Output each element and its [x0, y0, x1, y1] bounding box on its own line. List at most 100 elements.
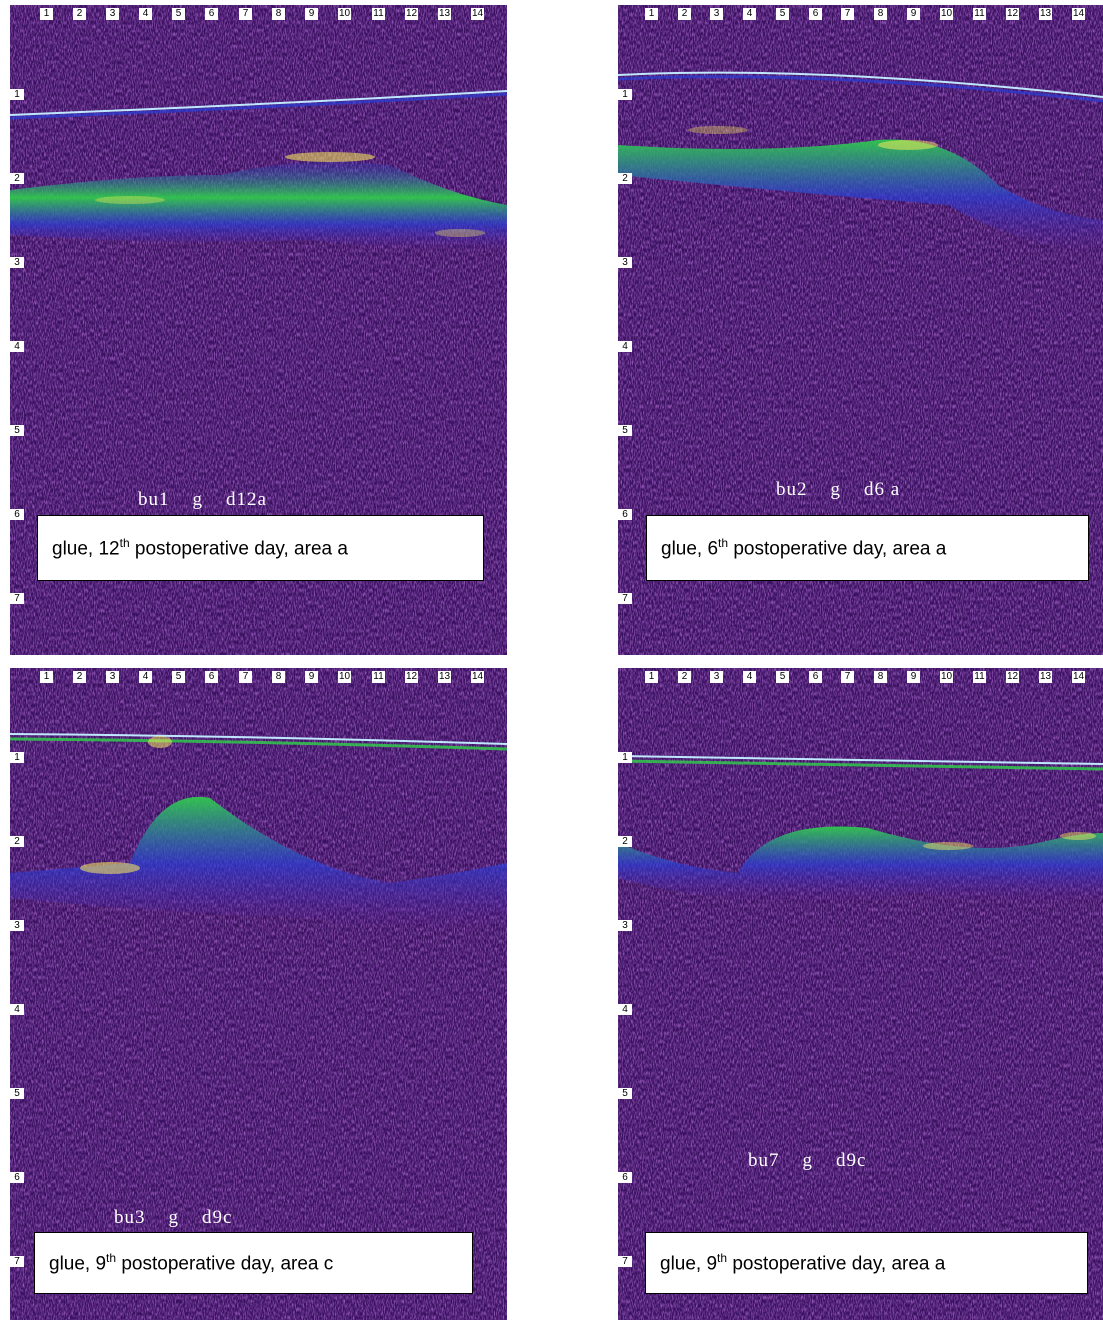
x-scale-tick: 4 [743, 671, 756, 683]
y-scale-tick: 1 [618, 752, 632, 763]
x-scale-tick: 13 [438, 8, 451, 20]
x-scale-tick: 12 [405, 8, 418, 20]
x-scale-tick: 7 [239, 8, 252, 20]
x-scale-tick: 4 [743, 8, 756, 20]
x-scale-tick: 10 [940, 8, 953, 20]
x-scale-tick: 3 [710, 8, 723, 20]
x-scale-tick: 8 [874, 8, 887, 20]
y-scale-tick: 5 [10, 1088, 24, 1099]
y-scale-tick: 3 [10, 257, 24, 268]
y-scale-tick: 6 [618, 1172, 632, 1183]
x-scale-tick: 3 [710, 671, 723, 683]
x-scale-tick: 5 [172, 671, 185, 683]
x-scale-tick: 6 [205, 8, 218, 20]
x-scale-tick: 6 [809, 671, 822, 683]
y-scale-tick: 4 [618, 1004, 632, 1015]
y-scale-tick: 7 [10, 593, 24, 604]
x-scale-tick: 2 [73, 671, 86, 683]
y-scale-tick: 5 [10, 425, 24, 436]
x-scale-tick: 8 [272, 8, 285, 20]
x-scale-tick: 1 [40, 671, 53, 683]
y-scale-tick: 2 [10, 173, 24, 184]
scan-id-label: bu2 g d6 a [776, 479, 901, 500]
y-scale-tick: 3 [10, 920, 24, 931]
x-scale-tick: 3 [106, 8, 119, 20]
x-scale-tick: 9 [305, 671, 318, 683]
x-scale-tick: 11 [973, 8, 986, 20]
x-scale-tick: 11 [372, 8, 385, 20]
oct-image-3 [10, 668, 507, 1320]
caption-text: glue, 12th postoperative day, area a [52, 535, 348, 560]
y-scale-tick: 6 [618, 509, 632, 520]
x-scale-tick: 13 [1039, 671, 1052, 683]
x-scale-tick: 1 [645, 8, 658, 20]
x-scale-tick: 11 [973, 671, 986, 683]
x-scale-tick: 1 [40, 8, 53, 20]
y-scale-tick: 1 [10, 89, 24, 100]
x-scale-tick: 11 [372, 671, 385, 683]
caption-box: glue, 6th postoperative day, area a [646, 515, 1089, 581]
y-scale-tick: 4 [10, 341, 24, 352]
x-scale-tick: 14 [471, 8, 484, 20]
scan-id-label: bu3 g d9c [114, 1207, 233, 1228]
x-scale-tick: 2 [73, 8, 86, 20]
x-scale-tick: 8 [272, 671, 285, 683]
x-scale-tick: 10 [338, 671, 351, 683]
y-scale-tick: 5 [618, 425, 632, 436]
x-scale-tick: 12 [1006, 8, 1019, 20]
caption-box: glue, 9th postoperative day, area c [34, 1232, 473, 1294]
x-scale-tick: 5 [776, 8, 789, 20]
x-scale-tick: 4 [139, 8, 152, 20]
scan-id-label: bu7 g d9c [748, 1150, 867, 1171]
caption-text: glue, 6th postoperative day, area a [661, 535, 947, 560]
x-scale-tick: 1 [645, 671, 658, 683]
y-scale-tick: 1 [10, 752, 24, 763]
y-scale-tick: 7 [10, 1256, 24, 1267]
scan-id-label: bu1 g d12a [138, 489, 267, 510]
x-scale-tick: 13 [1039, 8, 1052, 20]
x-scale-tick: 7 [239, 671, 252, 683]
y-scale-tick: 4 [10, 1004, 24, 1015]
x-scale-tick: 5 [172, 8, 185, 20]
x-scale-tick: 9 [305, 8, 318, 20]
y-scale-tick: 3 [618, 920, 632, 931]
x-scale-tick: 3 [106, 671, 119, 683]
x-scale-tick: 14 [1072, 671, 1085, 683]
x-scale-tick: 6 [809, 8, 822, 20]
x-scale-tick: 5 [776, 671, 789, 683]
x-scale-tick: 10 [338, 8, 351, 20]
x-scale-tick: 9 [907, 671, 920, 683]
x-scale-tick: 2 [678, 671, 691, 683]
caption-text: glue, 9th postoperative day, area c [49, 1250, 334, 1275]
y-scale-tick: 7 [618, 593, 632, 604]
y-scale-tick: 4 [618, 341, 632, 352]
x-scale-tick: 14 [1072, 8, 1085, 20]
caption-box: glue, 12th postoperative day, area a [37, 515, 484, 581]
y-scale-tick: 7 [618, 1256, 632, 1267]
x-scale-tick: 12 [1006, 671, 1019, 683]
y-scale-tick: 2 [618, 173, 632, 184]
x-scale-tick: 7 [841, 671, 854, 683]
y-scale-tick: 6 [10, 1172, 24, 1183]
caption-text: glue, 9th postoperative day, area a [660, 1250, 946, 1275]
x-scale-tick: 10 [940, 671, 953, 683]
oct-image-4 [618, 668, 1103, 1320]
x-scale-tick: 14 [471, 671, 484, 683]
y-scale-tick: 3 [618, 257, 632, 268]
x-scale-tick: 8 [874, 671, 887, 683]
y-scale-tick: 1 [618, 89, 632, 100]
y-scale-tick: 5 [618, 1088, 632, 1099]
x-scale-tick: 2 [678, 8, 691, 20]
x-scale-tick: 12 [405, 671, 418, 683]
x-scale-tick: 4 [139, 671, 152, 683]
x-scale-tick: 13 [438, 671, 451, 683]
x-scale-tick: 9 [907, 8, 920, 20]
y-scale-tick: 6 [10, 509, 24, 520]
y-scale-tick: 2 [618, 836, 632, 847]
caption-box: glue, 9th postoperative day, area a [645, 1232, 1088, 1294]
x-scale-tick: 6 [205, 671, 218, 683]
